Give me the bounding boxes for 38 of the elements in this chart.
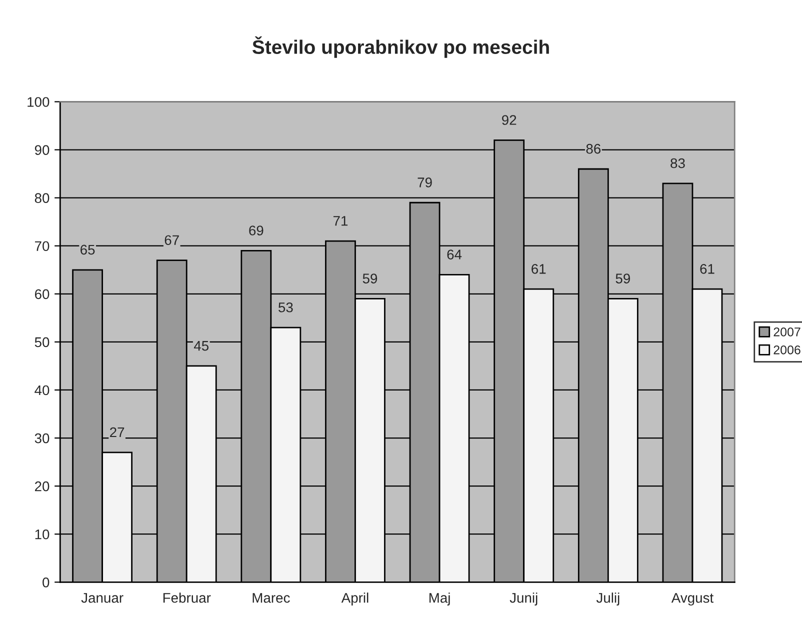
chart-title: Število uporabnikov po mesecih xyxy=(252,36,549,58)
data-label: 67 xyxy=(164,235,179,246)
y-tick-label: 10 xyxy=(35,529,50,540)
y-tick-label: 70 xyxy=(35,241,50,252)
y-tick-label: 0 xyxy=(42,577,50,588)
data-label: 61 xyxy=(532,264,546,274)
x-tick-label: Januar xyxy=(81,593,124,603)
data-label: 27 xyxy=(110,427,124,438)
data-label: 92 xyxy=(502,115,516,125)
x-tick-label: Julij xyxy=(596,592,620,606)
x-tick-label: Avgust xyxy=(671,593,714,606)
y-tick-label: 90 xyxy=(34,145,50,155)
data-label: 65 xyxy=(80,244,95,255)
x-tick-label: Maj xyxy=(429,592,450,606)
y-tick-label: 20 xyxy=(34,481,50,492)
data-label: 71 xyxy=(333,216,348,226)
y-tick-label: 50 xyxy=(34,337,50,348)
data-label: 83 xyxy=(670,158,685,168)
y-tick-label: 80 xyxy=(34,193,50,203)
x-tick-label: Marec xyxy=(252,593,290,603)
data-label: 79 xyxy=(418,178,432,188)
y-tick-label: 100 xyxy=(28,97,50,107)
legend-label: 2007 xyxy=(774,328,800,336)
data-label: 61 xyxy=(700,264,714,274)
x-tick-label: Junij xyxy=(510,592,538,606)
legend-label: 2006 xyxy=(774,345,800,354)
x-tick-label: April xyxy=(341,592,368,606)
data-label: 53 xyxy=(278,302,293,312)
data-label: 86 xyxy=(586,144,601,154)
x-tick-label: Februar xyxy=(163,592,211,603)
data-label: 59 xyxy=(616,274,630,284)
y-tick-label: 30 xyxy=(34,433,50,444)
data-label: 45 xyxy=(194,341,209,351)
y-tick-label: 40 xyxy=(34,385,50,396)
y-tick-label: 60 xyxy=(34,289,50,300)
data-label: 69 xyxy=(249,226,264,236)
data-label: 59 xyxy=(362,274,378,284)
data-label: 64 xyxy=(447,250,462,260)
